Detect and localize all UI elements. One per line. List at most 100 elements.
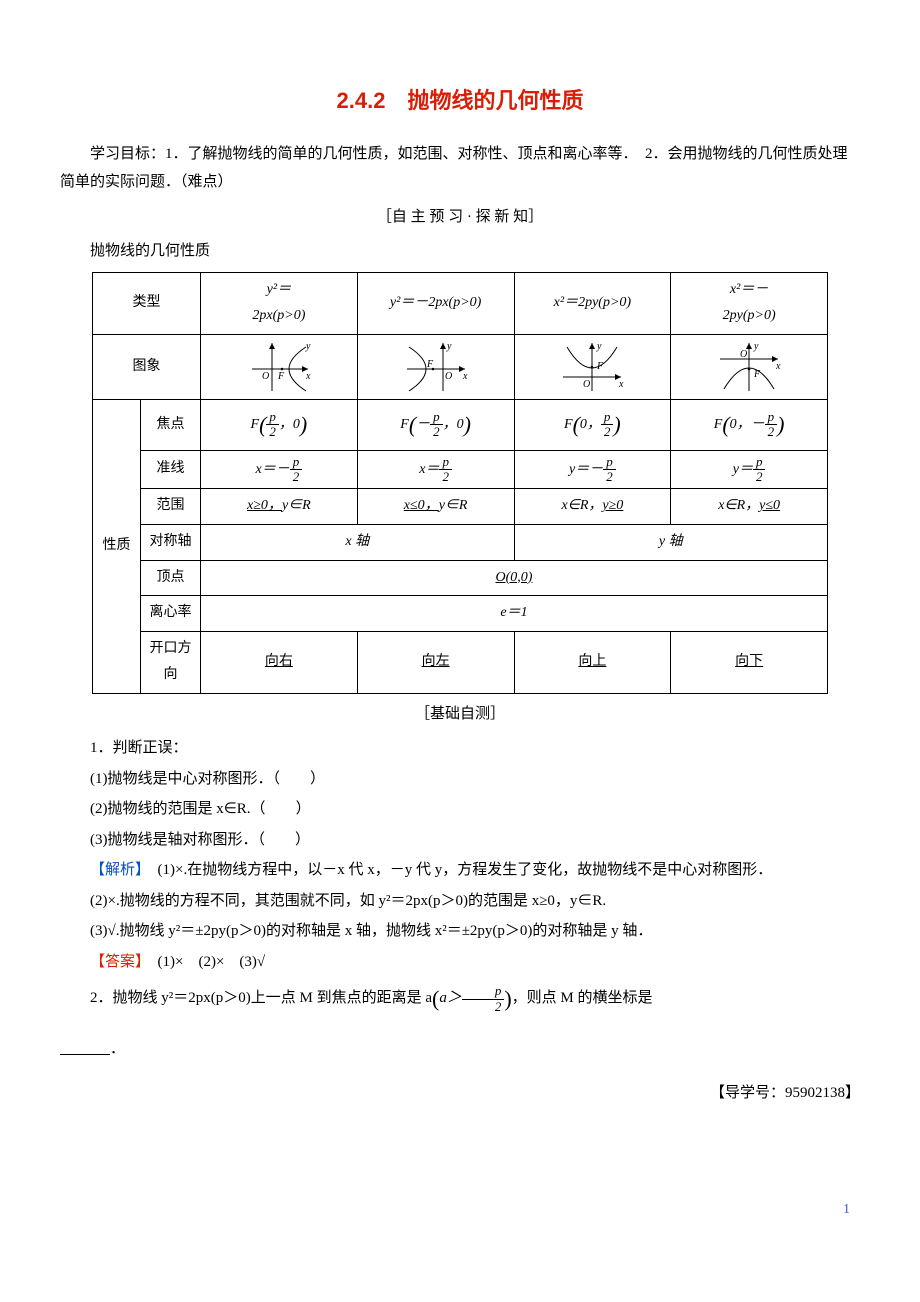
dir-3: y＝－p2 <box>514 450 671 489</box>
r3b: y≥0 <box>602 498 623 513</box>
dir-4: y＝p2 <box>671 450 828 489</box>
q2: 2．抛物线 y²＝2px(p＞0)上一点 M 到焦点的距离是 a(a＞p2)，则… <box>60 978 860 1020</box>
f3p: F <box>564 417 573 432</box>
th-props: 性质 <box>93 399 141 693</box>
f1o: ( <box>259 412 266 437</box>
graph-right: y x O F <box>201 334 358 399</box>
d4p: y＝ <box>733 462 753 477</box>
focus-1: F(p2，0) <box>201 399 358 450</box>
eq4a: x²＝－ <box>730 282 768 297</box>
q2m: a＞ <box>439 990 462 1006</box>
d2n: p <box>439 455 452 470</box>
section-label: 抛物线的几何性质 <box>60 237 860 266</box>
eq1a: y²＝ <box>267 282 291 297</box>
blank-line <box>60 1054 110 1055</box>
f4n: p <box>765 410 778 425</box>
focus-4: F(0，－p2) <box>671 399 828 450</box>
d4d: 2 <box>753 470 766 484</box>
f4o: ( <box>722 412 729 437</box>
d1p: x＝－ <box>256 462 290 477</box>
r1b: y∈R <box>282 498 311 513</box>
r2b: y∈R <box>439 498 468 513</box>
th-directrix: 准线 <box>141 450 201 489</box>
th-focus: 焦点 <box>141 399 201 450</box>
th-axis: 对称轴 <box>141 524 201 560</box>
q1-analysis: 【解析】 (1)×.在抛物线方程中，以－x 代 x，－y 代 y，方程发生了变化… <box>60 856 860 885</box>
range-1: x≥0，y∈R <box>201 489 358 525</box>
o2: 向左 <box>422 654 450 669</box>
svg-text:F: F <box>596 361 604 372</box>
svg-text:O: O <box>445 371 452 382</box>
f2p: F <box>400 417 409 432</box>
o4: 向下 <box>735 654 763 669</box>
eq1b: 2px(p>0) <box>252 308 305 323</box>
q1-a2: (2)×.抛物线的方程不同，其范围就不同，如 y²＝2px(p＞0)的范围是 x… <box>60 887 860 916</box>
f4m: 0，－ <box>730 417 765 432</box>
th-eq4: x²＝－ 2py(p>0) <box>671 272 828 334</box>
th-type: 类型 <box>93 272 201 334</box>
th-eq2: y²＝－2px(p>0) <box>357 272 514 334</box>
d2p: x＝ <box>419 462 439 477</box>
f3d: 2 <box>601 425 614 439</box>
th-eq1: y²＝ 2px(p>0) <box>201 272 358 334</box>
axis-12: x 轴 <box>201 524 515 560</box>
q1-i2: (2)抛物线的范围是 x∈R.（ ） <box>60 795 860 824</box>
q1-answer: 【答案】 (1)× (2)× (3)√ <box>60 948 860 977</box>
focus-2: F(－p2，0) <box>357 399 514 450</box>
range-4: x∈R，y≤0 <box>671 489 828 525</box>
preview-header: ［自 主 预 习 · 探 新 知］ <box>60 203 860 232</box>
q1-i3: (3)抛物线是轴对称图形．（ ） <box>60 826 860 855</box>
th-vertex: 顶点 <box>141 560 201 596</box>
th-graph: 图象 <box>93 334 201 399</box>
svg-text:x: x <box>775 361 781 372</box>
open-1: 向右 <box>201 631 358 693</box>
ecc-val: e＝1 <box>201 596 828 632</box>
vertex-val: O(0,0) <box>201 560 828 596</box>
f4d: 2 <box>765 425 778 439</box>
axis-34: y 轴 <box>514 524 828 560</box>
q1-i1: (1)抛物线是中心对称图形．（ ） <box>60 765 860 794</box>
svg-text:O: O <box>740 349 747 360</box>
o3: 向上 <box>578 654 606 669</box>
r2a: x≤0， <box>404 498 439 513</box>
r4b: y≤0 <box>759 498 780 513</box>
q2pre: 2．抛物线 y²＝2px(p＞0)上一点 M 到焦点的距离是 a <box>90 990 432 1006</box>
q2post: ，则点 M 的横坐标是 <box>512 990 653 1006</box>
r1a: x≥0， <box>247 498 282 513</box>
svg-text:y: y <box>596 341 602 352</box>
graph-down: y x O F <box>671 334 828 399</box>
open-2: 向左 <box>357 631 514 693</box>
f3n: p <box>601 410 614 425</box>
th-range: 范围 <box>141 489 201 525</box>
range-3: x∈R，y≥0 <box>514 489 671 525</box>
r4a: x∈R， <box>718 498 759 513</box>
f1p: F <box>251 417 260 432</box>
f2m: ，0 <box>443 417 464 432</box>
f2c: ) <box>464 412 471 437</box>
graph-up: y x O F <box>514 334 671 399</box>
q1a1: (1)×.在抛物线方程中，以－x 代 x，－y 代 y，方程发生了变化，故抛物线… <box>158 862 773 878</box>
q2n: p <box>462 984 505 999</box>
f1m: ，0 <box>279 417 300 432</box>
dir-2: x＝p2 <box>357 450 514 489</box>
f3m: 0， <box>580 417 601 432</box>
svg-text:x: x <box>462 371 468 382</box>
svg-text:y: y <box>305 341 311 352</box>
f2neg: － <box>416 417 430 432</box>
f3c: ) <box>613 412 620 437</box>
svg-text:O: O <box>583 379 590 390</box>
d3d: 2 <box>603 470 616 484</box>
svg-text:y: y <box>753 341 759 352</box>
selftest-header: ［基础自测］ <box>60 700 860 729</box>
range-2: x≤0，y∈R <box>357 489 514 525</box>
page-number: 1 <box>60 1197 860 1224</box>
d1n: p <box>290 455 303 470</box>
focus-3: F(0，p2) <box>514 399 671 450</box>
svg-text:O: O <box>262 371 269 382</box>
guide-number: 【导学号：95902138】 <box>60 1079 860 1108</box>
d4n: p <box>753 455 766 470</box>
q2-blank: ． <box>60 1035 860 1064</box>
d2d: 2 <box>439 470 452 484</box>
q1-lead: 1．判断正误： <box>60 734 860 763</box>
page-title: 2.4.2 抛物线的几何性质 <box>60 80 860 122</box>
